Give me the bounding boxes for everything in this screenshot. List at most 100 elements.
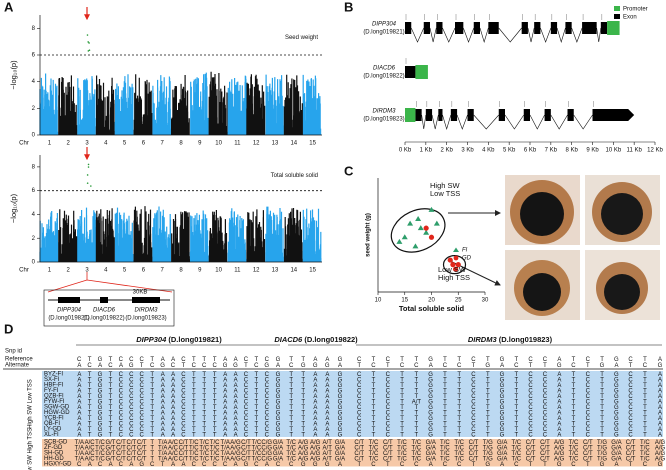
base: C: [357, 404, 363, 410]
base: A: [658, 388, 662, 394]
base: T: [629, 461, 634, 467]
x-tick-label: 30: [482, 298, 489, 304]
base: T: [202, 399, 207, 405]
base: G: [428, 415, 434, 421]
base: C: [140, 399, 146, 405]
base: C: [119, 410, 125, 416]
base: A: [658, 421, 662, 427]
intron: [463, 27, 475, 43]
base: C: [244, 404, 250, 410]
base: T/G: [597, 445, 609, 451]
base: G/A: [335, 456, 345, 462]
base: C: [212, 461, 218, 467]
sample-label: XL-FI: [44, 432, 59, 438]
base: C: [543, 432, 549, 438]
base: T: [515, 404, 520, 410]
base: T: [357, 363, 362, 369]
base: T: [289, 410, 294, 416]
base: C: [586, 371, 592, 377]
base: T: [457, 399, 462, 405]
base: C: [543, 357, 549, 363]
sequence: T T A A G: [289, 371, 342, 377]
base: A: [325, 410, 330, 416]
base: T: [515, 426, 520, 432]
base: T: [202, 393, 207, 399]
base: G: [500, 404, 506, 410]
sequence: T T A A G: [289, 404, 342, 410]
base: A: [557, 432, 562, 438]
base: T: [415, 382, 420, 388]
sequence: C T C T T G T T C T G T C C A T C T G C …: [357, 388, 662, 394]
base: A: [313, 357, 318, 363]
base: A: [77, 404, 82, 410]
base: A/G: [310, 456, 322, 462]
base: C/T: [583, 439, 594, 445]
base: T: [150, 377, 155, 383]
point: [447, 257, 453, 263]
base: T: [372, 357, 377, 363]
base: C: [357, 426, 363, 432]
manhattan-points: [58, 71, 303, 135]
sequence: T/A A/C T/C G/T C/T C/T C/T T T/A A/C C/…: [75, 445, 284, 451]
base: G: [233, 363, 239, 369]
sequence: C/T T/C C/T T/C T/C G/A T/C T/C C/T T/G …: [354, 439, 665, 445]
base: T/C: [569, 439, 580, 445]
y-tick-label: 8: [32, 26, 36, 32]
exon: [600, 22, 608, 34]
base: G: [276, 421, 281, 427]
base: C: [181, 404, 187, 410]
base: C/T: [383, 450, 394, 456]
sample-label: BYZ-FI: [44, 371, 63, 377]
base: A: [557, 410, 562, 416]
base: T/C: [569, 456, 580, 462]
base: T: [400, 404, 405, 410]
base: T/G: [597, 439, 609, 445]
base: C: [129, 399, 135, 405]
base: T: [289, 421, 294, 427]
manhattan-points: [39, 206, 322, 262]
base: A/G: [310, 439, 322, 445]
base: G: [428, 432, 434, 438]
base: A: [77, 421, 82, 427]
peak-point: [87, 41, 89, 43]
base: C: [357, 377, 363, 383]
group-label: Low SW High TSS: [28, 428, 34, 470]
exon: [455, 22, 464, 34]
base: G: [313, 461, 319, 467]
base: C: [98, 461, 104, 467]
base: T: [457, 415, 462, 421]
base: A: [129, 461, 134, 467]
exon: [544, 109, 551, 121]
base: C/T: [137, 456, 148, 462]
base: T: [515, 415, 520, 421]
gene-name: DIACD6: [373, 66, 396, 72]
base: G: [301, 461, 307, 467]
base: C/T: [626, 445, 637, 451]
base: T/C: [189, 450, 200, 456]
base: A/G: [230, 456, 242, 462]
chr-label: 10: [215, 268, 222, 274]
base: T: [643, 388, 648, 394]
base: C: [371, 363, 377, 369]
annotation: High TSS: [438, 273, 470, 282]
sequence: T/A A/C T/C G/T C/T C/T C/T T T/A A/C C/…: [75, 456, 284, 462]
intron: [596, 27, 602, 43]
base: C: [571, 363, 577, 369]
base: T: [400, 357, 405, 363]
snp-label: Snp id: [5, 349, 22, 355]
gene-id: (D.long019822): [304, 335, 358, 344]
annotation: Low TSS: [430, 189, 460, 198]
base: C/T: [626, 439, 637, 445]
base: T: [202, 415, 207, 421]
y-tick-label: 4: [32, 212, 36, 218]
base: T: [486, 404, 491, 410]
base: C: [171, 363, 177, 369]
base: T: [457, 382, 462, 388]
base: A: [77, 410, 82, 416]
base: T: [572, 426, 577, 432]
x-tick-label: 10: [375, 298, 382, 304]
base: T: [515, 377, 520, 383]
base: T/A: [221, 456, 232, 462]
base: A: [658, 426, 662, 432]
base: C: [129, 388, 135, 394]
